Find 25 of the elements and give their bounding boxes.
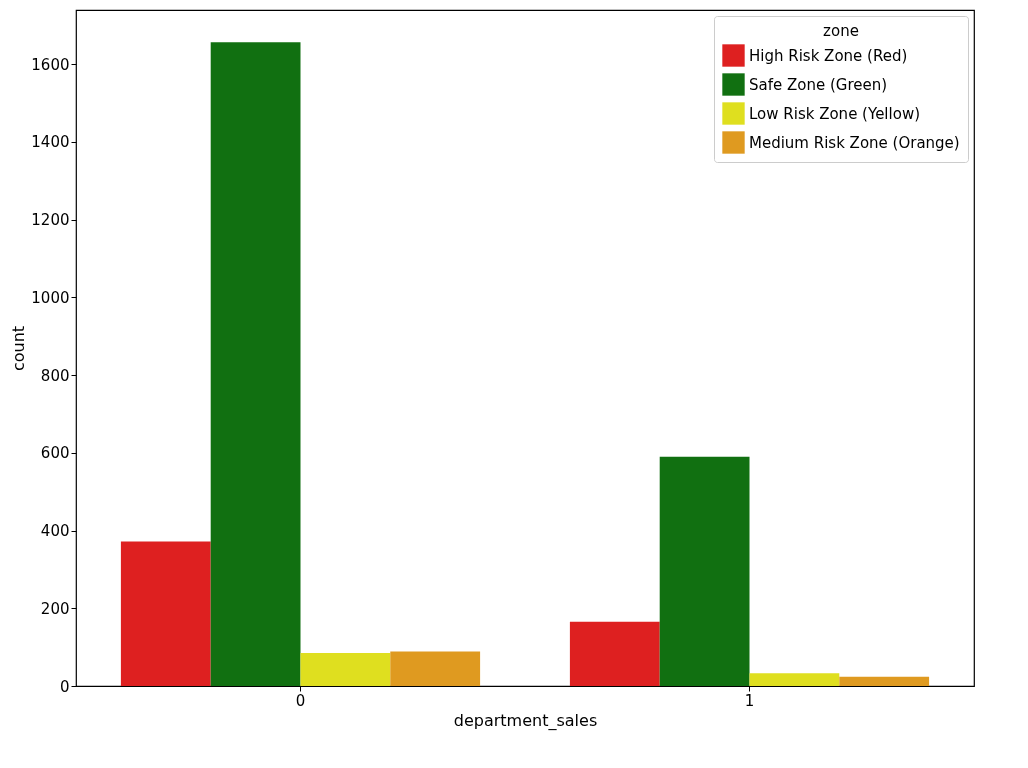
y-tick-label: 0 [59, 677, 70, 696]
legend-label: Low Risk Zone (Yellow) [749, 104, 921, 123]
y-axis-title: count [9, 325, 29, 372]
y-tick-label: 1600 [31, 55, 70, 74]
bar [210, 42, 301, 686]
legend-title: zone [823, 22, 859, 40]
y-tick-label: 600 [40, 444, 70, 463]
x-tick-label: 1 [744, 691, 755, 710]
bar [300, 652, 391, 686]
bar [120, 541, 211, 686]
legend-label: Medium Risk Zone (Orange) [749, 133, 960, 152]
bar [839, 676, 930, 686]
y-tick-label: 1000 [31, 288, 70, 307]
y-tick-label: 200 [40, 599, 70, 618]
x-axis-title: department_sales [453, 710, 598, 731]
y-tick-label: 400 [40, 522, 70, 541]
legend-label: Safe Zone (Green) [749, 75, 888, 94]
y-tick-label: 1400 [31, 133, 70, 152]
bar [569, 621, 660, 686]
y-tick-label: 800 [40, 366, 70, 385]
bar [659, 456, 750, 686]
bar [390, 651, 481, 686]
y-tick-label: 1200 [31, 211, 70, 230]
bar [749, 673, 840, 686]
legend-label: High Risk Zone (Red) [749, 46, 908, 65]
